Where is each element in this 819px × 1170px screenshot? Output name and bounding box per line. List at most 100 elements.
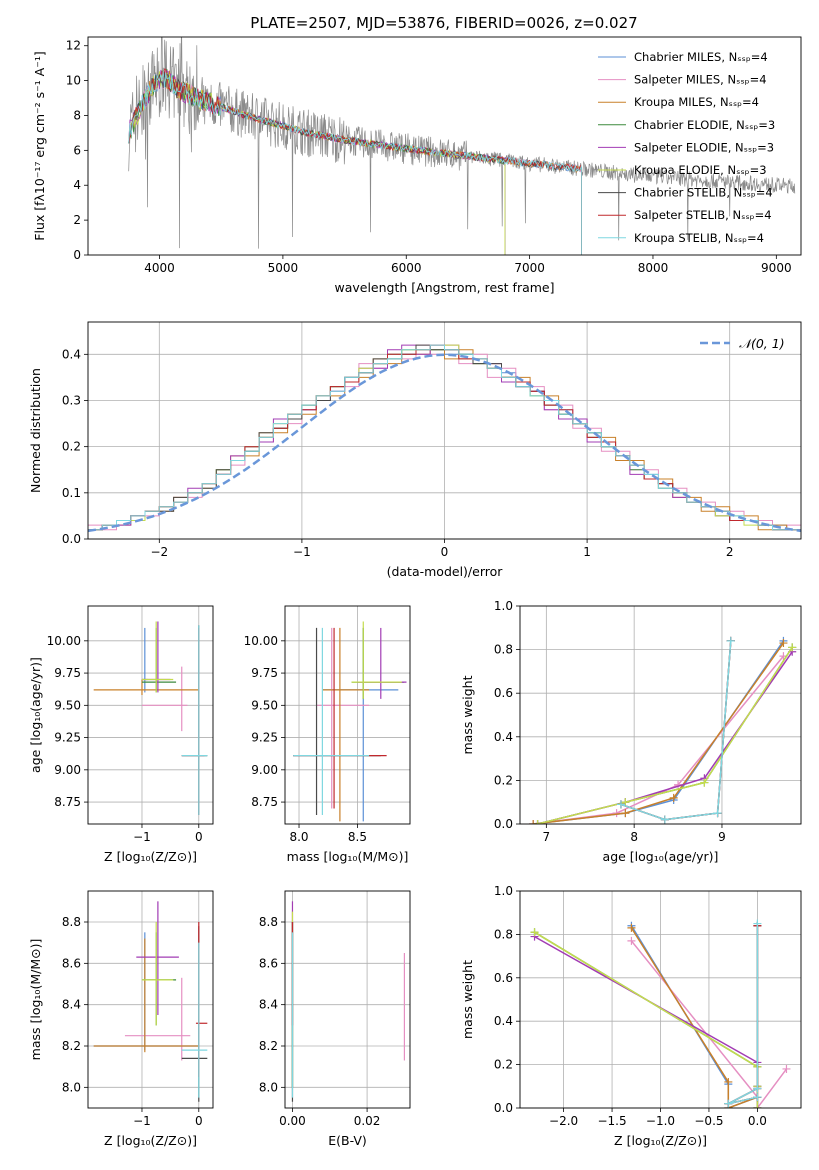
y-tick-label: 9.00 [251, 763, 278, 777]
legend-label: Salpeter MILES, Nₛₛₚ=4 [634, 73, 767, 87]
observed-spectrum-line [128, 37, 796, 249]
y-tick-label: 4 [73, 178, 81, 192]
weight-vs-Z-frame [519, 890, 802, 1109]
y-tick-label: 0.6 [494, 686, 513, 700]
mass-vs-Z-axes: −1 0 8.0 8.2 8.4 8.6 8.8 Z [log₁₀(Z/Z⊙)] mass [l… [28, 891, 213, 1148]
y-tick-label: 8.8 [259, 915, 278, 929]
x-axis-label: mass [log₁₀(M/M⊙)] [287, 849, 409, 864]
y-tick-label: 0.4 [494, 1014, 513, 1028]
residuals-axes: −2 −1 0 1 2 0.0 0.1 0.2 0.3 0.4 (data-model)/error… [28, 322, 801, 579]
x-tick-label: −1.0 [646, 1114, 675, 1128]
plus-marker [782, 1064, 791, 1073]
y-axis-label: mass [log₁₀(M/M⊙)] [28, 939, 43, 1061]
age-vs-Z-axes: −1 0 8.75 9.00 9.25 9.50 9.75 10.00 Z [log₁₀(Z/Z… [28, 606, 213, 864]
model-spectrum-line [128, 70, 506, 255]
legend-label: Salpeter STELIB, Nₛₛₚ=4 [634, 208, 772, 222]
y-tick-label: 8.2 [259, 1039, 278, 1053]
x-tick-label: 1 [583, 545, 591, 559]
mass-vs-EBV-axes: 0.00 0.02 8.0 8.2 8.4 8.6 8.8 E(B-V) [259, 891, 410, 1148]
y-tick-label: 8.6 [62, 956, 81, 970]
mass-vs-Z-frame [87, 890, 214, 1109]
y-axis-label: Flux [fλ10⁻¹⁷ erg cm⁻² s⁻¹ A⁻¹] [32, 51, 47, 240]
y-tick-label: 0.6 [494, 971, 513, 985]
plus-marker [627, 923, 636, 932]
x-axis-label: (data-model)/error [387, 564, 504, 579]
x-tick-label: 7000 [514, 261, 545, 275]
y-tick-label: 9.50 [54, 698, 81, 712]
y-tick-label: 8.2 [62, 1039, 81, 1053]
x-tick-label: 0.0 [748, 1114, 767, 1128]
legend-label: Kroupa ELODIE, Nₛₛₚ=3 [634, 163, 767, 177]
weight-vs-age-frame [519, 605, 802, 825]
y-tick-label: 8.75 [251, 795, 278, 809]
legend-label: Salpeter ELODIE, Nₛₛₚ=3 [634, 140, 774, 154]
y-tick-label: 8.0 [62, 1080, 81, 1094]
y-tick-label: 9.25 [54, 731, 81, 745]
residuals-frame [87, 321, 802, 540]
y-tick-label: 9.75 [251, 666, 278, 680]
x-tick-label: 0 [441, 545, 449, 559]
plus-marker [724, 1099, 733, 1108]
y-axis-label: mass weight [460, 675, 475, 754]
y-axis-label: mass weight [460, 960, 475, 1039]
y-tick-label: 0.3 [62, 393, 81, 407]
y-tick-label: 0.8 [494, 643, 513, 657]
y-tick-label: 0 [73, 248, 81, 262]
legend-label: Chabrier ELODIE, Nₛₛₚ=3 [634, 118, 775, 132]
age-vs-mass-plot-area [293, 621, 407, 822]
y-tick-label: 8.4 [62, 998, 81, 1012]
y-tick-label: 8.0 [259, 1080, 278, 1094]
x-tick-label: 7 [543, 830, 551, 844]
plus-marker [669, 793, 678, 802]
plus-marker [724, 1077, 733, 1086]
weight-line [533, 642, 785, 824]
plus-marker [660, 815, 669, 824]
age-vs-Z-frame [87, 605, 214, 825]
y-tick-label: 9.50 [251, 698, 278, 712]
x-tick-label: −1 [133, 830, 151, 844]
y-tick-label: 0.0 [494, 1101, 513, 1115]
residuals-plot-area [88, 344, 801, 533]
y-tick-label: 1.0 [494, 884, 513, 898]
x-tick-label: 9000 [761, 261, 792, 275]
plus-marker [753, 1093, 762, 1102]
legend-label: 𝒩(0, 1) [739, 336, 785, 351]
age-vs-mass-frame [284, 605, 411, 825]
y-tick-label: 12 [66, 39, 81, 53]
legend-label: Chabrier MILES, Nₛₛₚ=4 [634, 50, 768, 64]
plus-marker [529, 820, 538, 824]
y-tick-label: 2 [73, 213, 81, 227]
x-tick-label: 6000 [391, 261, 422, 275]
y-tick-label: 0.2 [494, 1058, 513, 1072]
y-tick-label: 9.75 [54, 666, 81, 680]
weight-line [537, 646, 793, 824]
x-axis-label: Z [log₁₀(Z/Z⊙)] [104, 1133, 197, 1148]
legend-label: Kroupa MILES, Nₛₛₚ=4 [634, 95, 759, 109]
y-tick-label: 9.25 [251, 731, 278, 745]
weight-line [534, 935, 759, 1108]
plus-marker [788, 643, 797, 652]
spectrum-frame [87, 36, 802, 256]
y-tick-label: 10 [66, 74, 81, 88]
y-tick-label: 0.2 [494, 773, 513, 787]
weight-vs-Z-plot-area [530, 919, 791, 1108]
age-vs-mass-axes: 8.0 8.5 8.75 9.00 9.25 9.50 9.75 10.00 mass [log… [244, 606, 410, 864]
y-tick-label: 0.4 [62, 347, 81, 361]
y-tick-label: 8.8 [62, 915, 81, 929]
plus-marker [726, 636, 735, 645]
x-axis-label: Z [log₁₀(Z/Z⊙)] [614, 1133, 707, 1148]
x-tick-label: 9 [718, 830, 726, 844]
plus-marker [753, 919, 762, 928]
y-axis-label: age [log₁₀(age/yr)] [28, 657, 43, 773]
x-axis-label: Z [log₁₀(Z/Z⊙)] [104, 849, 197, 864]
x-tick-label: 5000 [268, 261, 299, 275]
y-tick-label: 8 [73, 108, 81, 122]
gaussian-curve [88, 353, 801, 533]
y-tick-label: 10.00 [244, 634, 278, 648]
figure-title: PLATE=2507, MJD=53876, FIBERID=0026, z=0… [250, 14, 637, 32]
x-tick-label: −1.5 [597, 1114, 626, 1128]
x-tick-label: 8000 [638, 261, 669, 275]
mass-vs-Z-plot-area [93, 901, 208, 1102]
x-tick-label: 0 [195, 1114, 203, 1128]
